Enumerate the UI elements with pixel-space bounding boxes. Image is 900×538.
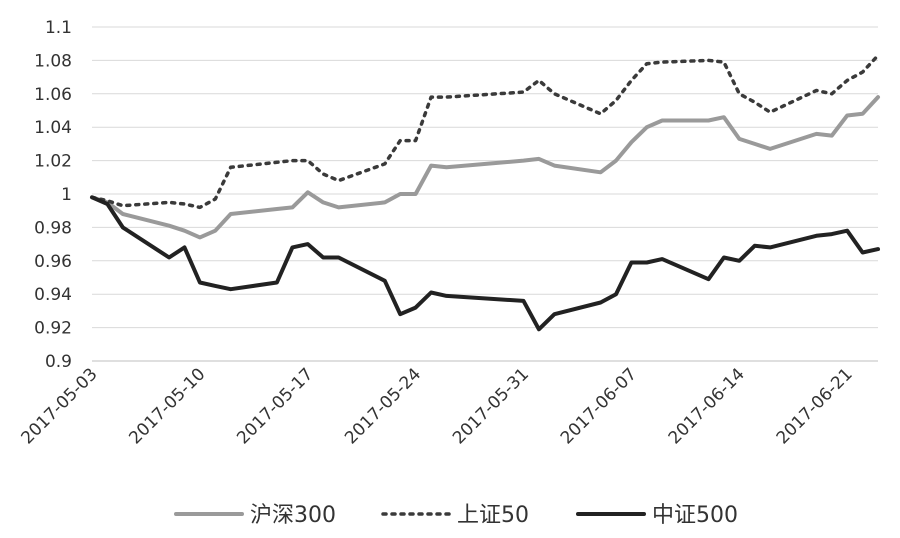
y-tick-label: 0.92 xyxy=(34,319,72,339)
series-line-3 xyxy=(90,195,880,332)
y-axis-tick-labels: 0.9 0.92 0.94 0.96 0.98 1 1.02 1.04 1.06 1.08 1.1 xyxy=(34,18,72,372)
series-line-1 xyxy=(90,95,880,240)
legend: 沪深300 上证50 中证500 xyxy=(174,503,738,528)
y-tick-label: 1.04 xyxy=(34,118,72,138)
legend-label: 中证500 xyxy=(652,503,738,528)
y-tick-label: 1.06 xyxy=(34,85,72,105)
y-tick-label: 1.02 xyxy=(34,152,72,172)
gridlines xyxy=(92,26,878,362)
x-tick-label: 2017-05-24 xyxy=(341,364,425,448)
y-tick-label: 1.08 xyxy=(34,51,72,71)
x-tick-label: 2017-05-10 xyxy=(125,364,209,448)
x-tick-label: 2017-05-31 xyxy=(449,364,533,448)
x-tick-label: 2017-05-17 xyxy=(233,364,317,448)
legend-label: 上证50 xyxy=(457,503,529,528)
x-tick-label: 2017-06-21 xyxy=(773,364,857,448)
y-tick-label: 0.98 xyxy=(34,218,72,238)
x-tick-label: 2017-06-07 xyxy=(557,364,641,448)
x-tick-label: 2017-05-03 xyxy=(18,364,102,448)
x-axis-tick-labels: 2017-05-03 2017-05-10 2017-05-17 2017-05-24… xyxy=(18,364,857,448)
y-tick-label: 0.9 xyxy=(45,352,72,372)
series-lines xyxy=(90,53,880,332)
y-tick-label: 0.96 xyxy=(34,252,72,272)
legend-label: 沪深300 xyxy=(250,503,336,528)
y-tick-label: 0.94 xyxy=(34,285,72,305)
y-tick-label: 1 xyxy=(61,185,72,205)
y-tick-label: 1.1 xyxy=(45,18,72,38)
x-tick-label: 2017-06-14 xyxy=(665,364,749,448)
series-line-2 xyxy=(90,53,880,210)
